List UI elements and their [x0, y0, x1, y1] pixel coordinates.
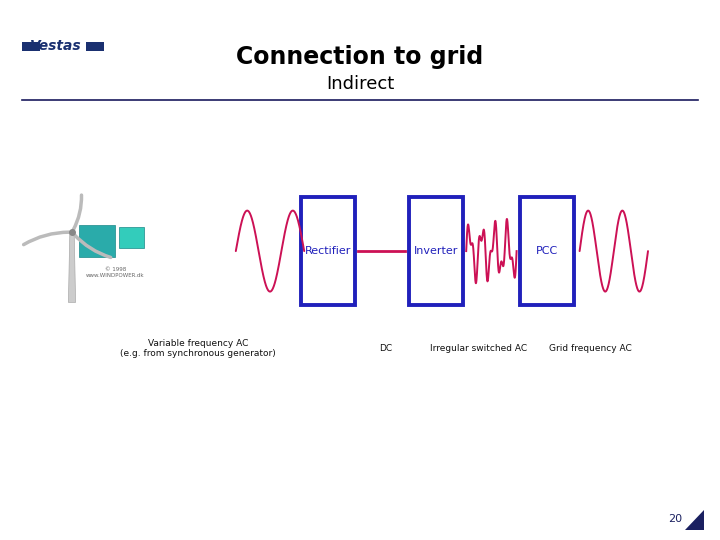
Bar — [521, 197, 575, 305]
Text: Indirect: Indirect — [326, 75, 394, 93]
Text: PCC: PCC — [536, 246, 558, 256]
Text: Inverter: Inverter — [413, 246, 458, 256]
Text: © 1998
www.WINDPOWER.dk: © 1998 www.WINDPOWER.dk — [86, 267, 145, 278]
Bar — [119, 227, 144, 248]
Bar — [86, 42, 104, 51]
Bar — [409, 197, 463, 305]
Polygon shape — [68, 232, 76, 302]
Text: Vestas: Vestas — [30, 39, 82, 53]
Text: DC: DC — [379, 344, 392, 353]
Text: Variable frequency AC
(e.g. from synchronous generator): Variable frequency AC (e.g. from synchro… — [120, 339, 276, 358]
Bar — [301, 197, 355, 305]
Polygon shape — [685, 510, 704, 530]
Bar — [79, 225, 115, 256]
Text: Connection to grid: Connection to grid — [236, 45, 484, 69]
Text: Rectifier: Rectifier — [305, 246, 351, 256]
Text: 20: 20 — [668, 514, 683, 524]
Text: Irregular switched AC: Irregular switched AC — [431, 344, 527, 353]
Text: Grid frequency AC: Grid frequency AC — [549, 344, 631, 353]
Bar — [22, 42, 40, 51]
